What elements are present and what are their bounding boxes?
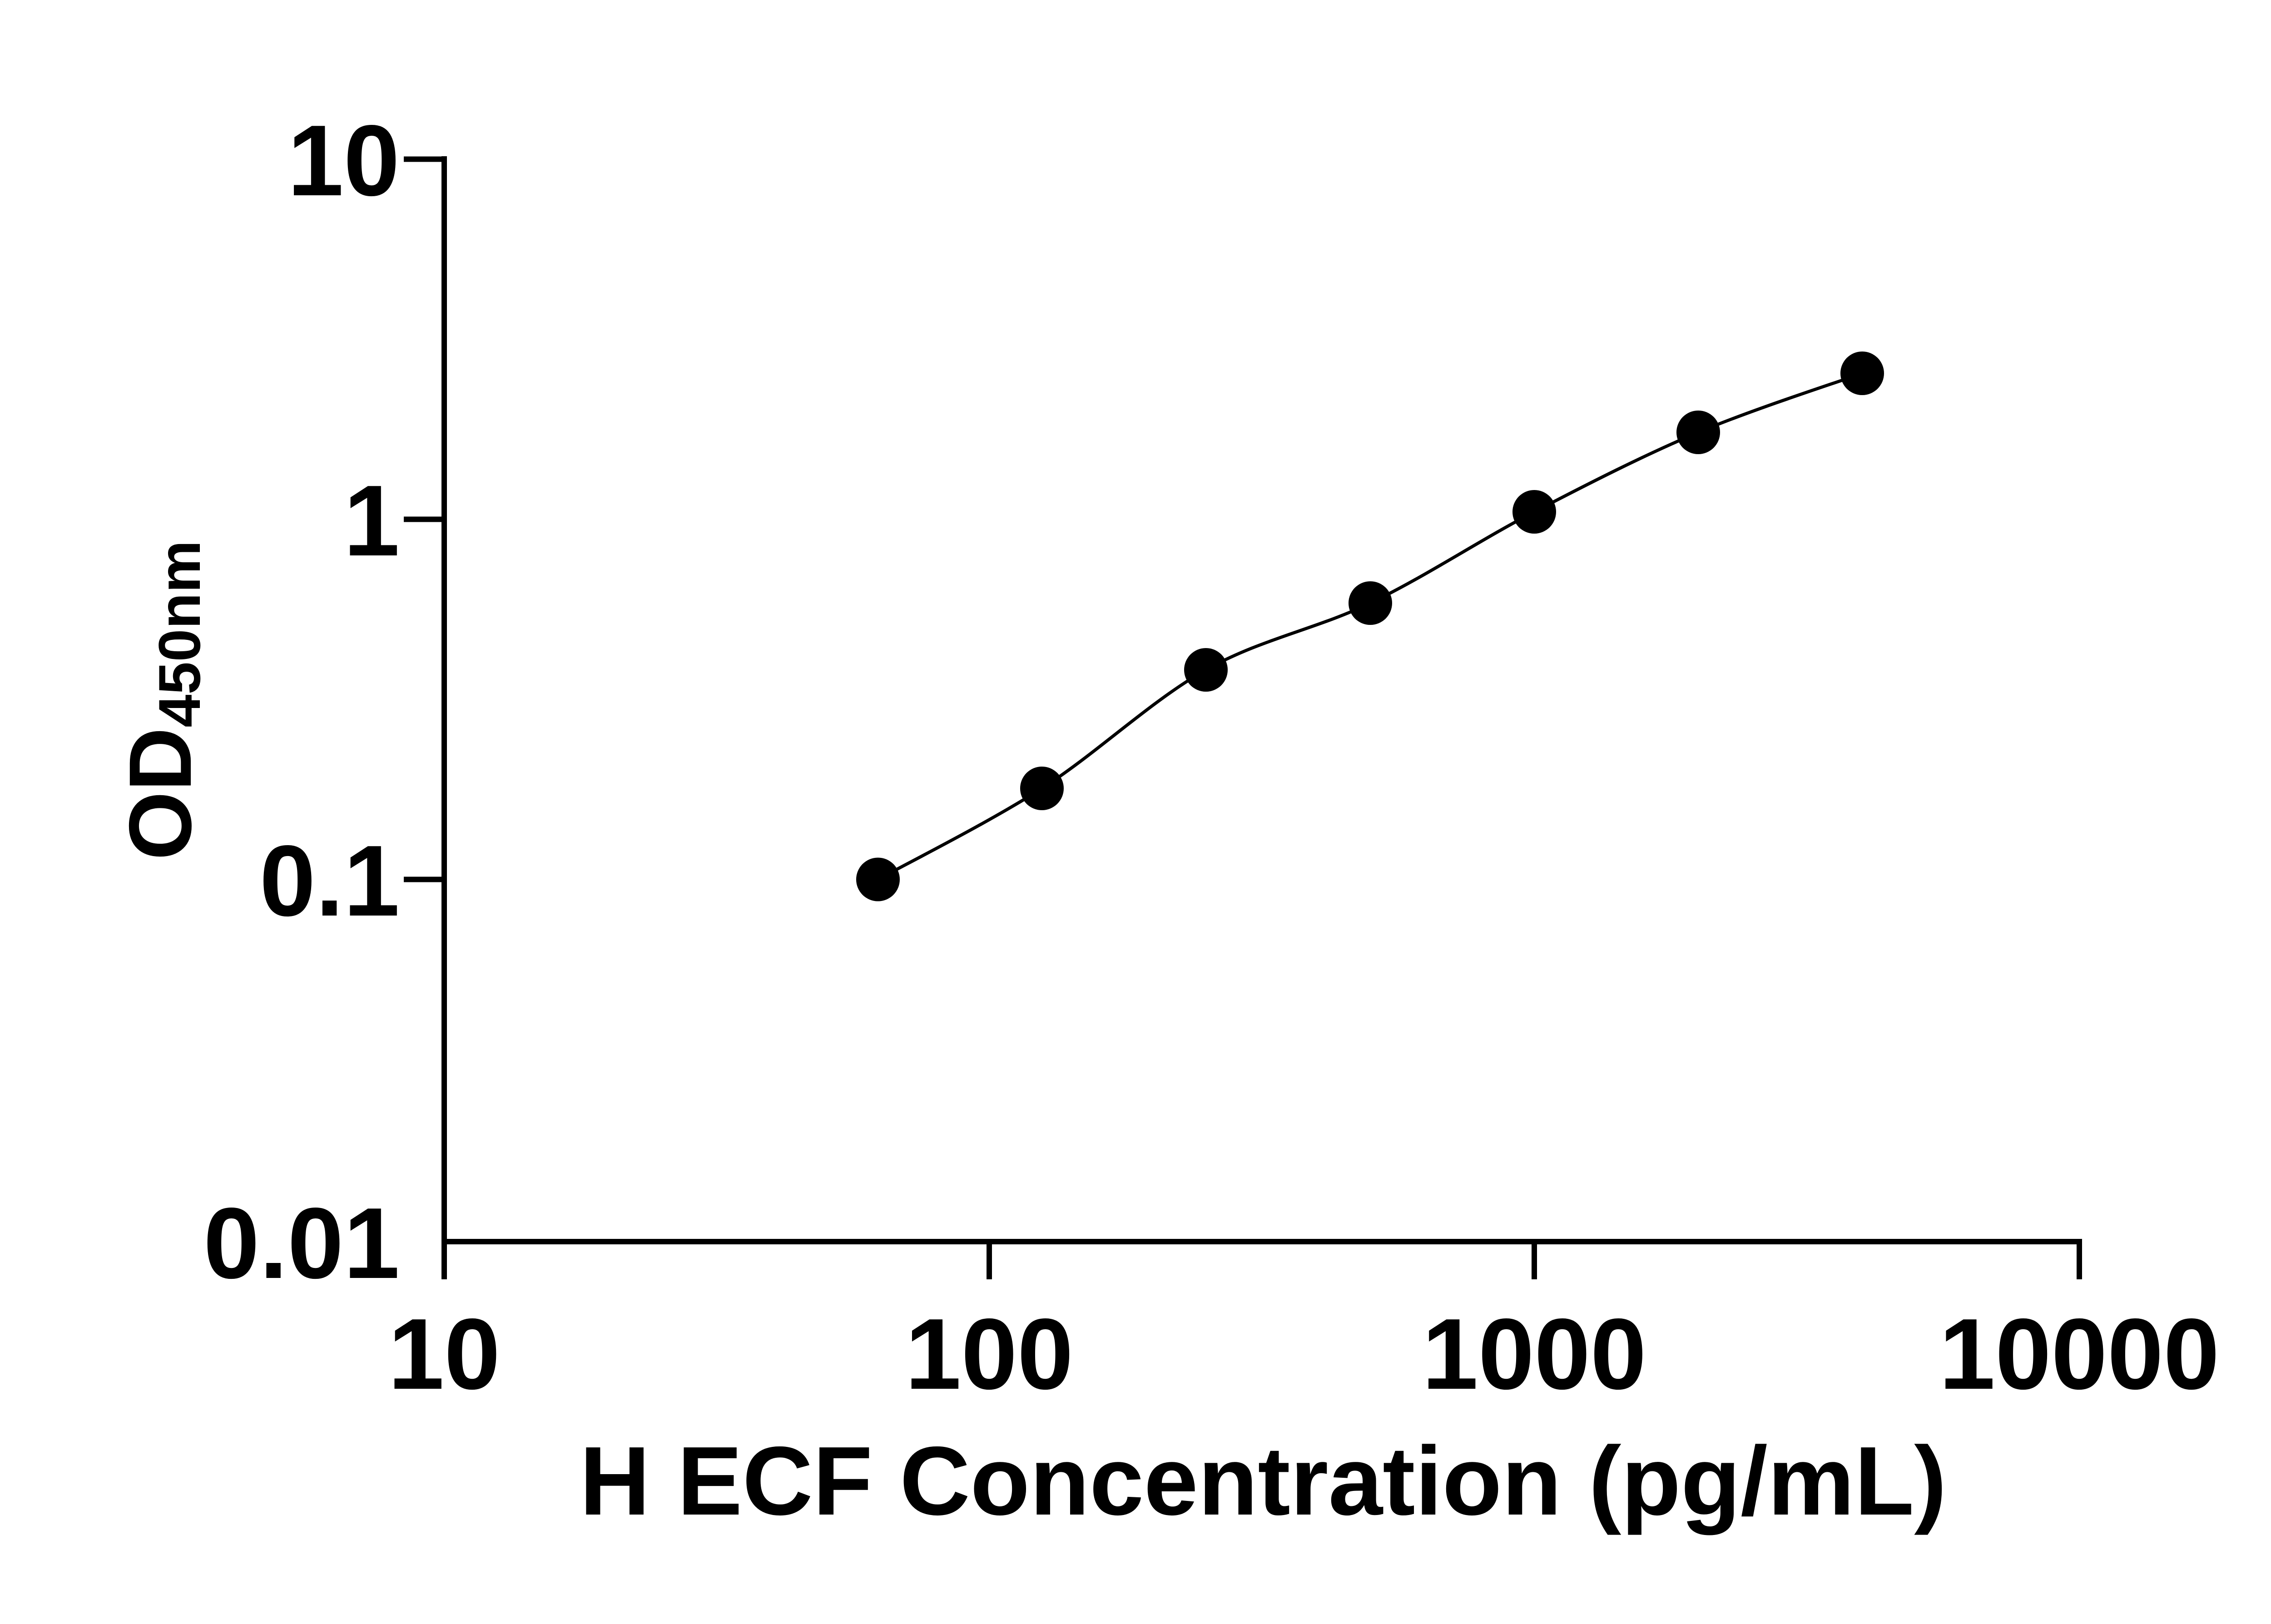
svg-text:100: 100 [905,1298,1073,1411]
svg-text:10: 10 [288,104,400,217]
svg-text:0.1: 0.1 [259,825,400,937]
svg-text:H ECF Concentration (pg/mL): H ECF Concentration (pg/mL) [580,1426,1947,1535]
svg-text:1: 1 [344,465,400,577]
svg-text:10: 10 [388,1298,501,1411]
svg-text:10000: 10000 [1939,1298,2219,1411]
svg-text:1000: 1000 [1422,1298,1646,1411]
svg-text:0.01: 0.01 [203,1187,400,1300]
svg-text:OD450nm: OD450nm [111,540,213,860]
